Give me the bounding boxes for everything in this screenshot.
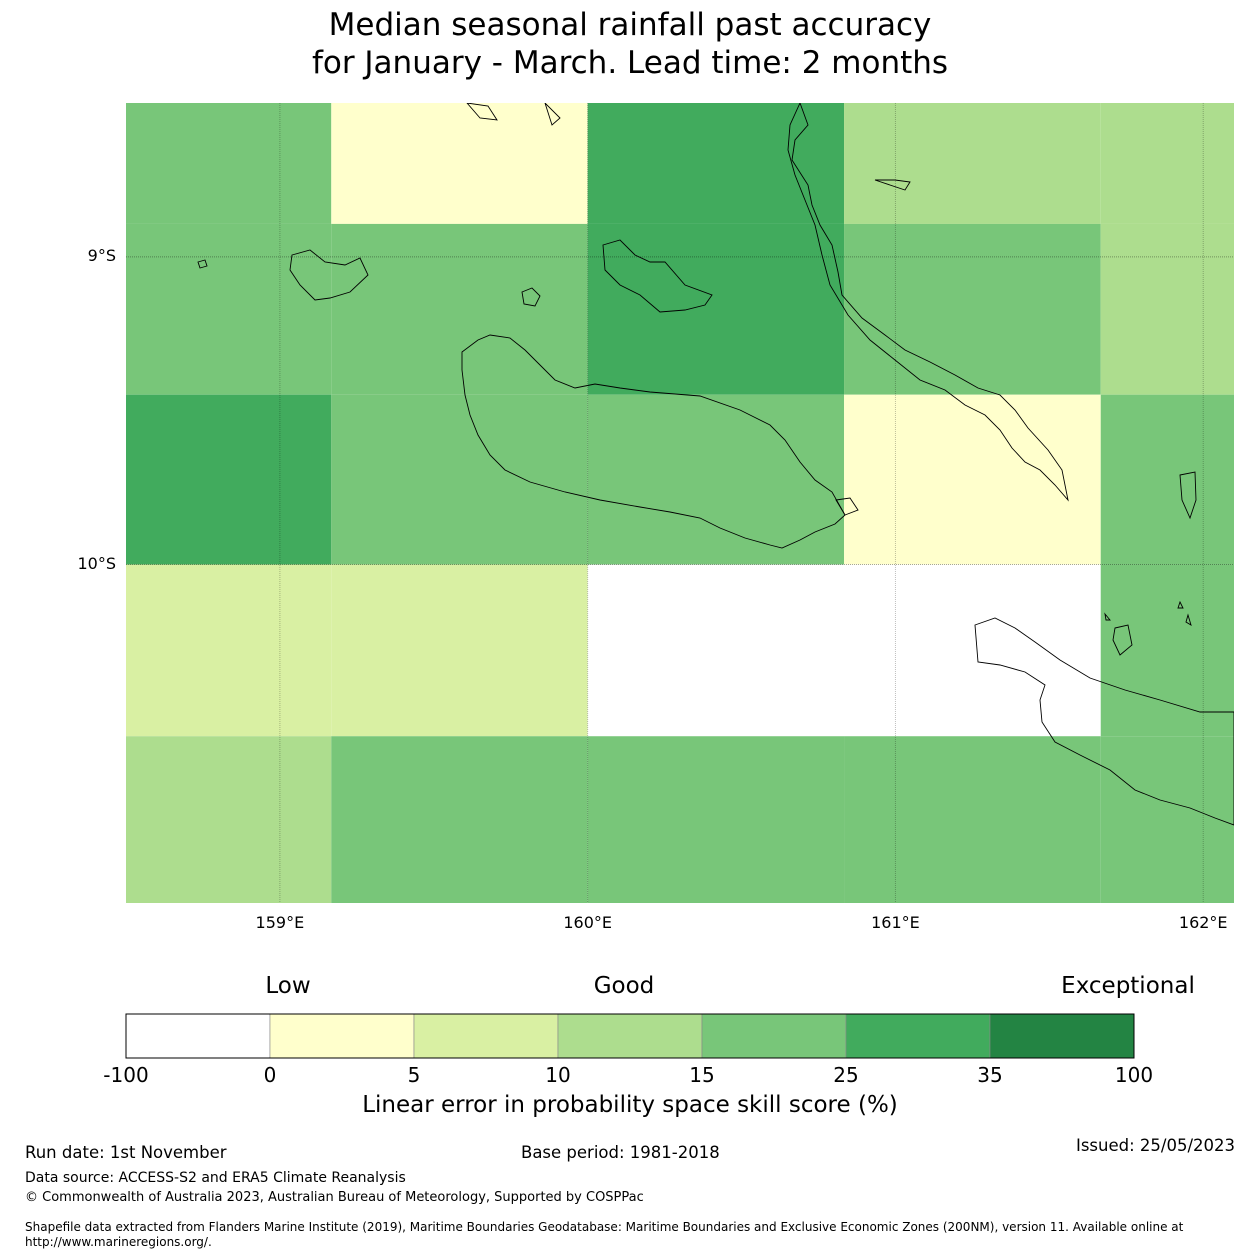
- colorbar-segment: [845, 1013, 991, 1059]
- grid-cell: [331, 394, 588, 565]
- grid-cell: [587, 103, 845, 224]
- coastline-small-islands: [197, 179, 1192, 656]
- coastline-guadalcanal: [461, 334, 846, 549]
- grid-cell: [126, 394, 332, 565]
- grid-cell: [331, 564, 588, 737]
- colorbar-tick-label: 5: [407, 1063, 421, 1087]
- colorbar-tick-label: 0: [263, 1063, 277, 1087]
- lon-tick-label: 159°E: [255, 913, 305, 932]
- base-period: Base period: 1981-2018: [521, 1143, 720, 1162]
- colorbar-tick-label: 10: [545, 1063, 571, 1087]
- grid-cell: [126, 223, 332, 395]
- grid-cell: [844, 103, 1101, 224]
- title-line-2: for January - March. Lead time: 2 months: [311, 45, 949, 81]
- grid-cell: [1100, 564, 1234, 737]
- colorbar: [125, 1013, 1135, 1059]
- grid-cell: [126, 736, 332, 903]
- grid-cell: [844, 223, 1101, 395]
- coastline-ulawa: [1179, 471, 1197, 520]
- coastline-florida-north: [466, 103, 561, 126]
- colorbar-segment: [701, 1013, 847, 1059]
- grid-cell: [844, 564, 1101, 737]
- grid-cell: [331, 736, 588, 903]
- colorbar-tick-label: 35: [977, 1063, 1003, 1087]
- grid-cell: [587, 223, 845, 395]
- grid-cell: [844, 736, 1101, 903]
- issued-date: Issued: 25/05/2023: [1075, 1136, 1235, 1155]
- coastlines: [197, 103, 1234, 826]
- title-line-1: Median seasonal rainfall past accuracy: [328, 7, 932, 43]
- colorbar-segment: [125, 1013, 271, 1059]
- qual-label-low: Low: [265, 973, 311, 999]
- lon-tick-label: 161°E: [871, 913, 920, 932]
- grid-cell: [587, 394, 845, 565]
- qual-label-good: Good: [593, 973, 655, 999]
- chart-title: Median seasonal rainfall past accuracy f…: [0, 6, 1260, 82]
- coastline-makira: [974, 617, 1234, 826]
- qual-label-exceptional: Exceptional: [1061, 973, 1195, 999]
- colorbar-segment: [269, 1013, 415, 1059]
- grid-cell: [844, 394, 1101, 565]
- shapefile-credit-1: Shapefile data extracted from Flanders M…: [25, 1220, 1184, 1234]
- grid-cell: [1100, 736, 1234, 903]
- data-source: Data source: ACCESS-S2 and ERA5 Climate …: [25, 1170, 406, 1186]
- grid-cell: [587, 564, 845, 737]
- colorbar-tick-label: 15: [689, 1063, 715, 1087]
- grid-cell: [126, 564, 332, 737]
- copyright: © Commonwealth of Australia 2023, Austra…: [25, 1190, 644, 1205]
- colorbar-title: Linear error in probability space skill …: [362, 1092, 898, 1118]
- colorbar-segment: [557, 1013, 703, 1059]
- grid-cell: [126, 103, 332, 224]
- lon-tick-label: 162°E: [1178, 913, 1228, 932]
- grid-cell: [331, 103, 588, 224]
- coastline-russell-islands: [289, 249, 369, 301]
- grid-cell: [1100, 103, 1234, 224]
- colorbar-tick-label: -100: [103, 1063, 149, 1087]
- run-date: Run date: 1st November: [25, 1143, 227, 1162]
- colorbar-segment: [413, 1013, 559, 1059]
- lat-tick-label: 9°S: [87, 245, 116, 265]
- colorbar-segment: [989, 1013, 1135, 1059]
- grid-cell: [331, 223, 588, 395]
- coastline-nggela: [602, 239, 713, 313]
- grid-cell: [587, 736, 845, 903]
- lon-tick-label: 160°E: [563, 913, 612, 932]
- coastline-savo: [521, 287, 541, 307]
- grid-cell: [1100, 223, 1234, 395]
- lat-tick-label: 10°S: [77, 553, 116, 573]
- grid-cell: [1100, 394, 1234, 565]
- colorbar-tick-label: 100: [1114, 1063, 1154, 1087]
- coastline-malaita: [787, 103, 1069, 502]
- colorbar-tick-label: 25: [833, 1063, 859, 1087]
- shapefile-credit-2: http://www.marineregions.org/.: [25, 1235, 212, 1249]
- colorbar-border: [125, 1013, 1135, 1059]
